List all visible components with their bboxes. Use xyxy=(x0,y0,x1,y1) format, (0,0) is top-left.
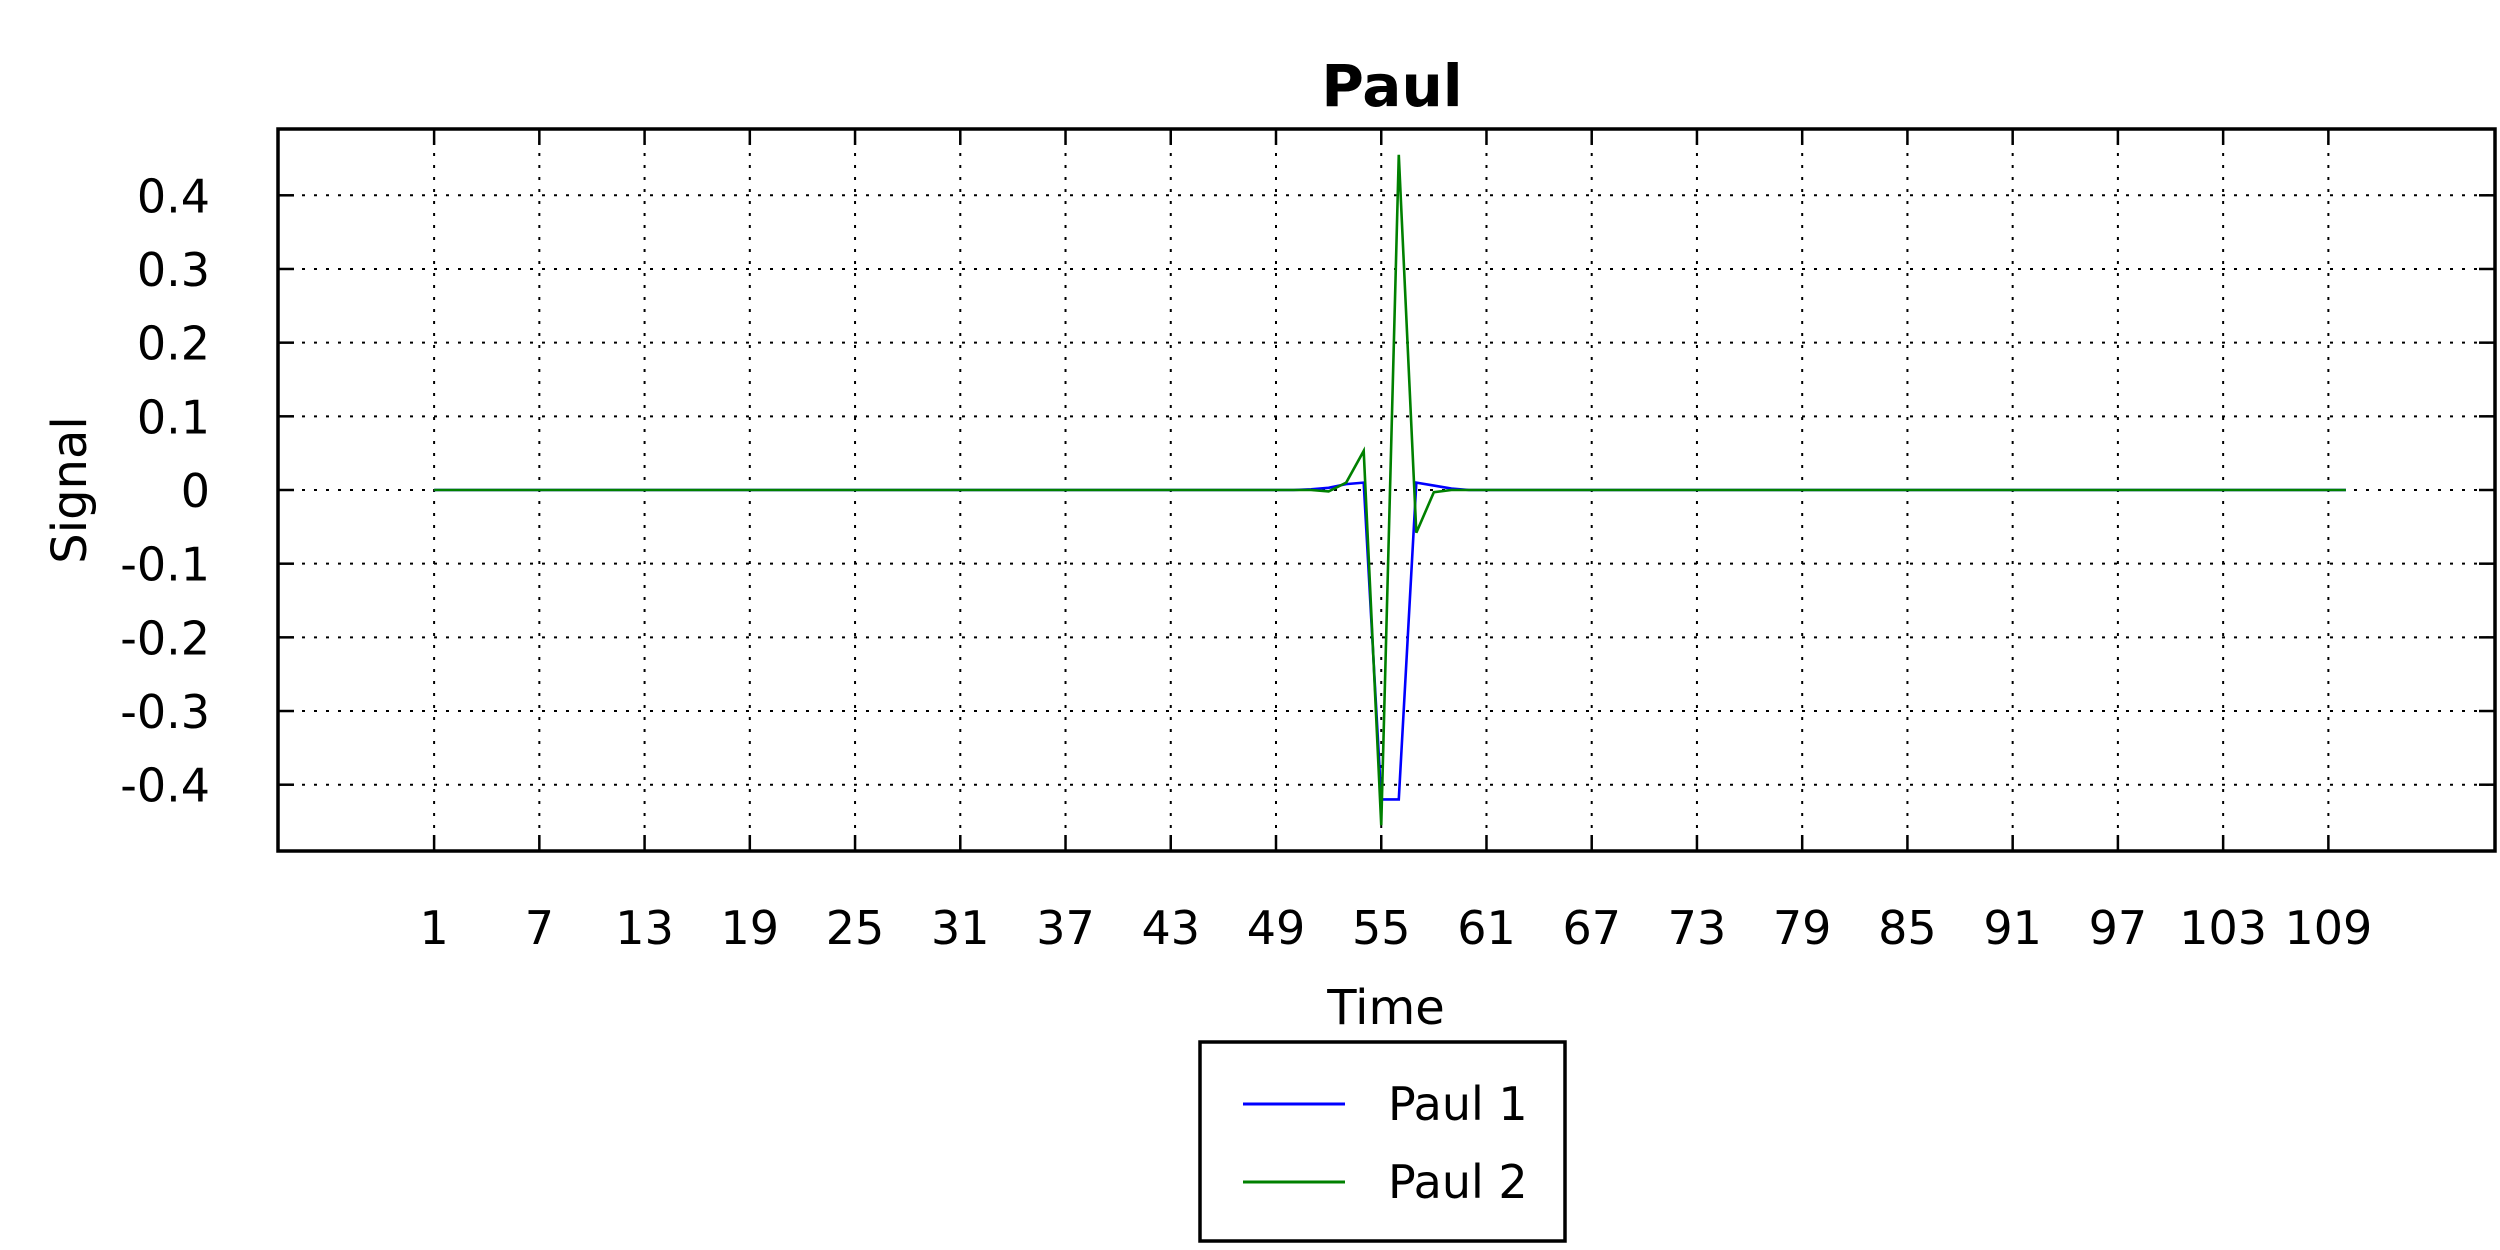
x-tick-label-79: 79 xyxy=(1773,901,1832,955)
legend-box xyxy=(1198,1040,1567,1243)
x-tick-label-85: 85 xyxy=(1878,901,1937,955)
series-line-paul-2 xyxy=(434,154,2346,826)
y-tick-label-0-2: 0.2 xyxy=(137,317,210,371)
y-tick-label-0-3: 0.3 xyxy=(137,243,210,297)
x-tick-label-61: 61 xyxy=(1457,901,1516,955)
x-tick-label-19: 19 xyxy=(721,901,780,955)
x-tick-label-7: 7 xyxy=(525,901,554,955)
y-tick-label-0-1: 0.1 xyxy=(137,390,210,444)
x-tick-label-73: 73 xyxy=(1668,901,1727,955)
x-tick-label-37: 37 xyxy=(1036,901,1095,955)
series-layer xyxy=(434,154,2346,826)
y-axis-tick-labels: -0.4 -0.3 -0.2 -0.1 0 0.1 0.2 0.3 0.4 xyxy=(120,169,210,812)
x-tick-label-55: 55 xyxy=(1352,901,1411,955)
y-tick-label-0-4: -0.4 xyxy=(120,759,210,813)
x-tick-label-1: 1 xyxy=(419,901,448,955)
x-tick-label-49: 49 xyxy=(1247,901,1306,955)
x-tick-label-13: 13 xyxy=(615,901,674,955)
chart-title: Paul xyxy=(1321,52,1462,120)
x-tick-label-91: 91 xyxy=(1983,901,2042,955)
legend-label-paul-1: Paul 1 xyxy=(1388,1077,1528,1131)
x-tick-label-43: 43 xyxy=(1141,901,1200,955)
x-tick-label-25: 25 xyxy=(826,901,885,955)
y-tick-label-0-2: -0.2 xyxy=(120,611,210,665)
x-tick-label-109: 109 xyxy=(2284,901,2372,955)
ticks xyxy=(278,129,2495,851)
y-tick-label-0-3: -0.3 xyxy=(120,685,210,739)
y-tick-label-0-1: -0.1 xyxy=(120,538,210,592)
x-tick-label-67: 67 xyxy=(1562,901,1621,955)
x-tick-label-97: 97 xyxy=(2089,901,2148,955)
legend-label-paul-2: Paul 2 xyxy=(1388,1155,1528,1209)
legend: Paul 1 Paul 2 xyxy=(1198,1040,1567,1243)
x-axis-label: Time xyxy=(1326,980,1444,1036)
x-tick-label-31: 31 xyxy=(931,901,990,955)
y-axis-label: Signal xyxy=(42,416,98,563)
y-tick-label-0: 0 xyxy=(181,464,210,518)
y-tick-label-0-4: 0.4 xyxy=(137,169,210,223)
x-tick-label-103: 103 xyxy=(2179,901,2267,955)
x-axis-tick-labels: 1 7 13 19 25 31 37 43 49 55 61 67 73 79 85 91 97 103 109 xyxy=(419,901,2372,955)
